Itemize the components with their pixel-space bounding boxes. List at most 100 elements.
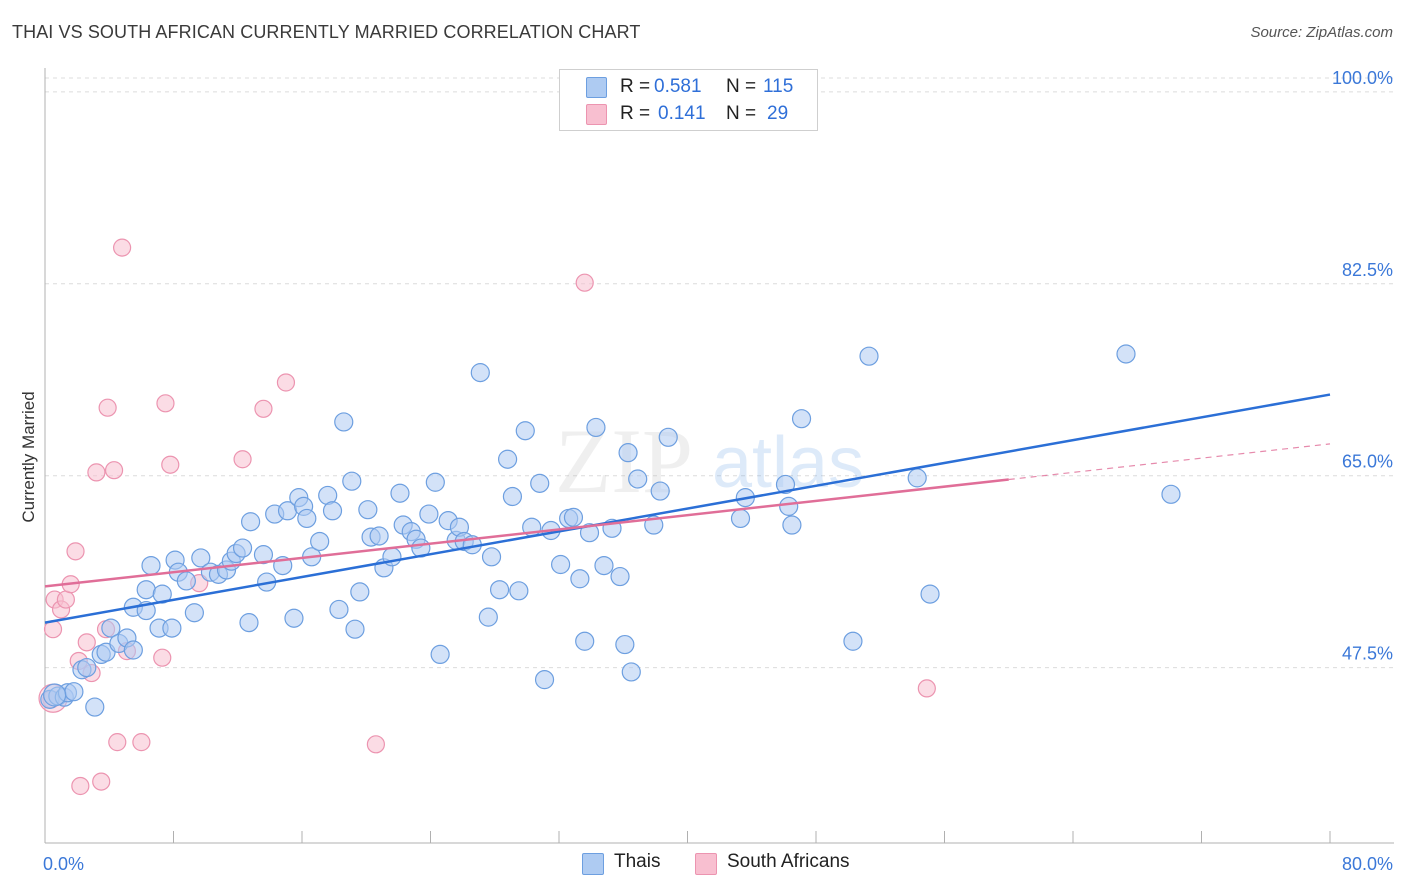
south-africans-point [77,633,96,652]
r-label: R = [620,103,651,124]
thais-swatch [586,77,607,98]
thais-point [284,608,304,628]
thais-point [232,538,253,558]
thais-point [152,584,172,604]
x-tick-labels: 0.0% 80.0% [43,854,1393,874]
thais-point [141,555,161,576]
x-tick-label-right: 80.0% [1342,854,1393,874]
thais-legend-label: Thais [614,851,661,872]
thais-point [297,508,317,529]
thais-point [610,566,630,587]
y-tick-label: 82.5% [1342,260,1393,280]
thais-point [162,618,182,638]
south-africans-point [71,776,90,796]
thais-point [575,631,595,651]
south-africans-swatch [586,104,607,125]
r-label: R = [620,76,651,97]
thais-point [1161,484,1181,504]
thais-point [628,469,648,489]
thais-point [730,508,751,529]
thais-point [310,531,330,552]
thais-point [64,682,84,702]
thais-points [40,344,1181,717]
thais-point [658,427,678,447]
thais-point [191,548,211,568]
thais-point [530,473,550,493]
n-label: N = [726,103,757,124]
thais-legend-swatch [582,853,604,875]
south-africans-point [156,394,175,413]
thais-point [369,526,389,546]
thais-point [615,634,635,655]
thais-point [350,582,370,602]
thais-point [419,504,439,524]
south-africans-point [153,648,172,667]
thais-point [791,409,812,429]
south-africans-r-value: 0.141 [658,103,706,124]
thais-point [534,670,555,690]
thais-point [618,443,638,463]
n-label: N = [726,76,757,97]
thais-point [425,472,445,492]
thais-point [478,607,498,627]
x-tick-label-left: 0.0% [43,854,84,874]
thais-point [579,523,600,543]
y-axis-label: Currently Married [19,391,38,522]
south-africans-point [276,373,296,392]
thais-point [470,363,490,383]
thais-point-cluster [43,683,67,707]
south-africans-point [161,455,180,474]
thais-point [241,512,261,532]
south-africans-point [104,461,124,480]
thais-point [570,569,590,589]
source-label: Source: ZipAtlas.com [1250,24,1393,41]
south-africans-point [56,590,75,609]
south-africans-point [254,399,273,418]
south-africans-trend-extension [1008,443,1331,481]
south-africans-point [87,463,106,482]
watermark: ZIP atlas [555,410,864,512]
gridlines [45,77,1394,669]
thais-point [551,554,571,575]
thais-r-value: 0.581 [654,76,702,97]
thais-point [430,644,450,665]
south-africans-n-value: 29 [767,103,789,124]
thais-point [136,580,156,600]
y-tick-labels: 100.0% 82.5% 65.0% 47.5% [1332,68,1393,664]
thais-point [907,468,927,488]
thais-point [390,483,410,503]
south-africans-point [366,735,385,754]
south-africans-point [233,450,252,469]
south-africans-points [38,238,936,796]
trend-lines [44,393,1331,624]
thais-point [176,571,196,591]
thais-point [920,584,940,604]
thais-point [594,555,614,576]
thais-point [621,662,641,682]
south-africans-trend-line [44,478,1009,588]
thais-point [101,618,121,638]
thais-point [239,613,259,633]
south-africans-legend-label: South Africans [727,851,850,872]
thais-point [502,486,523,507]
stats-legend: R = 0.581 N = 115 R = 0.141 N = 29 [559,69,818,131]
south-africans-point [112,238,132,257]
south-africans-point [132,733,151,752]
south-africans-point [108,733,127,752]
thais-point [345,619,365,639]
south-africans-point [92,772,111,791]
thais-point [509,581,529,601]
thais-point [515,421,535,441]
thais-point [775,474,796,495]
thais-point [334,412,354,432]
y-tick-label: 47.5% [1342,644,1393,664]
south-africans-point [98,398,117,417]
thais-point [481,547,502,567]
south-africans-point [917,679,936,698]
thais-point [77,657,97,678]
thais-trend-line [44,393,1331,624]
south-africans-point [575,273,594,292]
south-africans-legend-swatch [695,853,717,875]
thais-point [85,697,105,717]
